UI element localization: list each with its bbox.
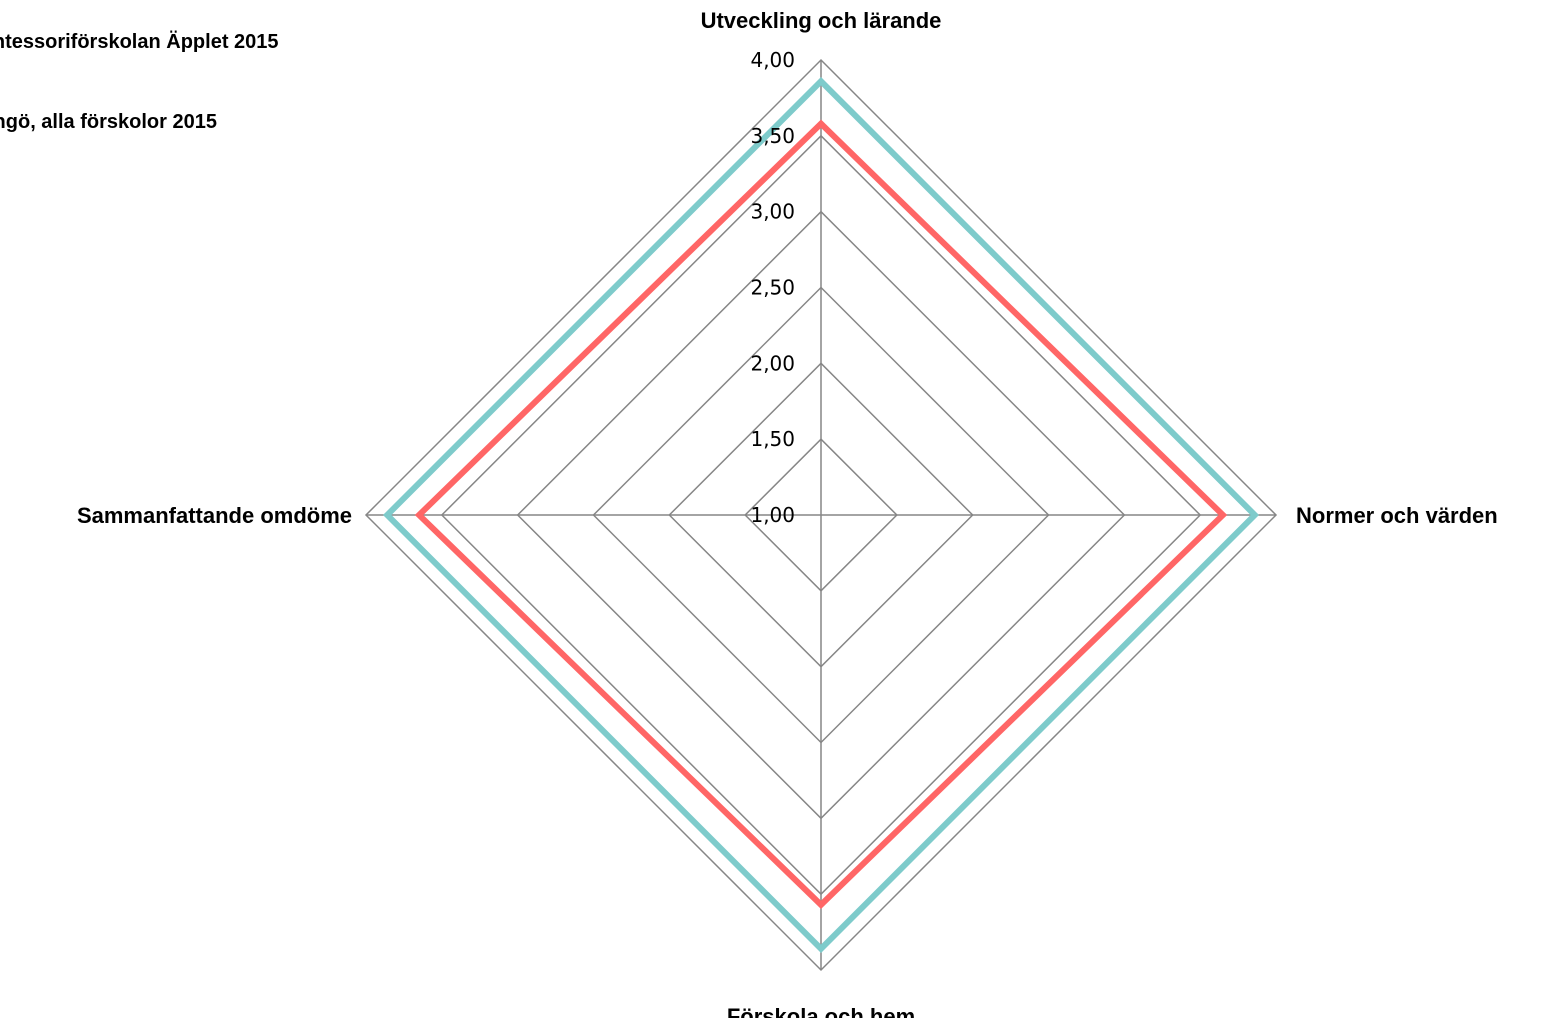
legend-label-series-2: Lidingö, alla förskolor 2015 (0, 111, 217, 133)
tick-label-1: 1,50 (750, 427, 795, 451)
tick-label-0: 1,00 (750, 503, 795, 527)
tick-label-4: 3,00 (750, 200, 795, 224)
legend-label-series-1: Montessoriförskolan Äpplet 2015 (0, 31, 279, 53)
radar-axes (366, 60, 1276, 970)
tick-label-3: 2,50 (750, 276, 795, 300)
category-label-0: Utveckling och lärande (701, 8, 942, 33)
radar-tick-labels: 1,00 1,50 2,00 2,50 3,00 3,50 4,00 (750, 48, 795, 527)
radar-category-labels: Utveckling och lärande Normer och värden F… (77, 8, 1498, 1018)
category-label-3: Sammanfattande omdöme (77, 503, 352, 528)
tick-label-6: 4,00 (750, 48, 795, 72)
tick-label-2: 2,00 (750, 351, 795, 375)
category-label-2: Förskola och hem (727, 1004, 915, 1018)
tick-label-5: 3,50 (750, 124, 795, 148)
radar-series (382, 76, 1260, 954)
category-label-1: Normer och värden (1296, 503, 1498, 528)
